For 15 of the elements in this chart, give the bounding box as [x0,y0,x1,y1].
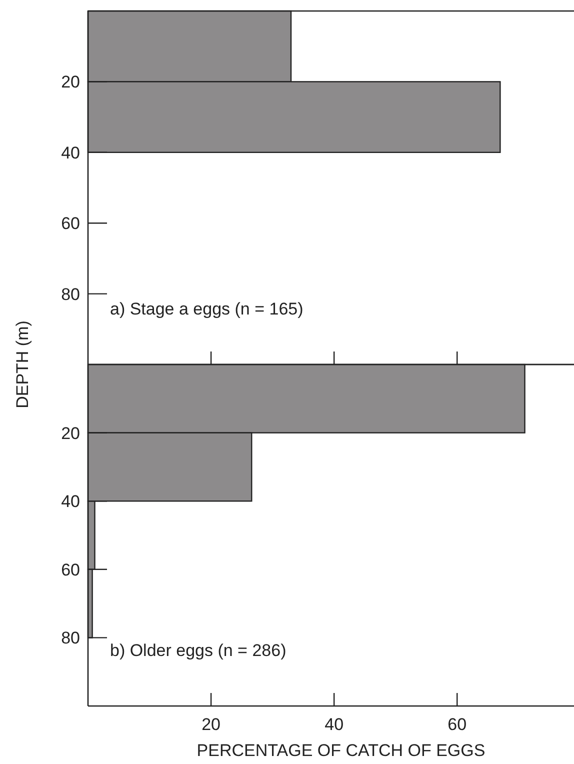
annotation: a) Stage a eggs (n = 165) [110,300,304,318]
annotation: b) Older eggs (n = 286) [110,641,286,660]
y-tick-label: 20 [61,72,80,92]
y-tick-label: 40 [61,143,80,162]
y-tick-label: 80 [61,628,80,648]
y-tick-label: 60 [61,214,80,234]
y-axis-title: DEPTH (m) [13,320,32,408]
y-tick-label: 40 [61,492,80,512]
y-tick-label: 20 [61,424,80,443]
x-axis-title: PERCENTAGE OF CATCH OF EGGS [196,741,486,760]
y-tick-label: 60 [61,560,80,580]
x-tick-label: 20 [202,715,220,734]
x-tick-label: 60 [448,715,467,734]
x-tick-label: 40 [324,715,344,734]
y-tick-label: 80 [61,284,80,304]
